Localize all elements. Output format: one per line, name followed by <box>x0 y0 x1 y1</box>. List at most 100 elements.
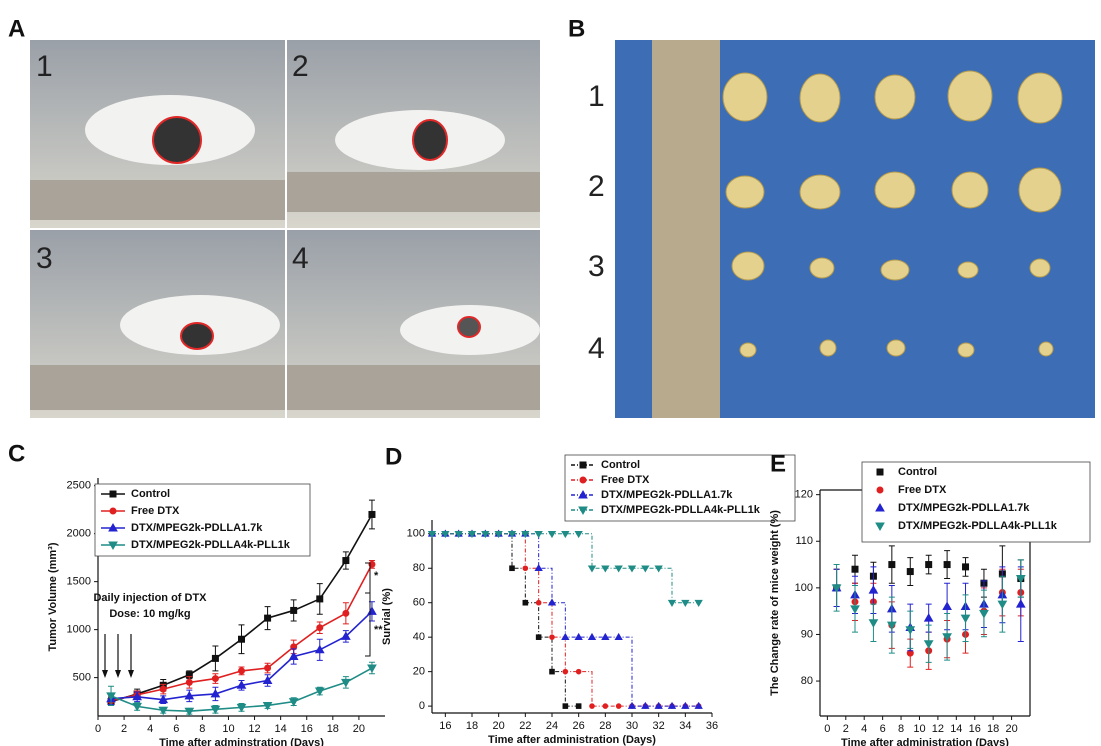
y-axis-title: The Change rate of mice weight (%) <box>769 510 781 696</box>
legend-label: DTX/MPEG2k-PDLLA1.7k <box>898 502 1030 514</box>
marker <box>925 641 933 648</box>
x-tick-label: 18 <box>987 723 999 735</box>
legend-marker <box>580 477 586 483</box>
page: A 1 2 3 4 B 1 2 3 4 C024 <box>0 0 1101 746</box>
x-axis-title: Time after administration (Days) <box>841 737 1009 746</box>
annotation: Daily injection of DTX <box>93 592 207 604</box>
x-tick-label: 34 <box>679 720 691 732</box>
marker <box>590 704 595 709</box>
marker <box>669 600 676 606</box>
y-tick-label: 80 <box>413 562 425 574</box>
legend-label: DTX/MPEG2k-PDLLA1.7k <box>131 522 263 534</box>
marker <box>317 625 323 631</box>
tumor-outline <box>153 117 201 163</box>
legend-label: Control <box>601 459 640 471</box>
x-tick-label: 18 <box>466 720 478 732</box>
marker <box>563 669 568 674</box>
marker <box>160 686 166 692</box>
legend-label: DTX/MPEG2k-PDLLA1.7k <box>601 489 733 501</box>
x-tick-label: 0 <box>824 723 830 735</box>
x-tick-label: 30 <box>626 720 638 732</box>
marker <box>963 564 969 570</box>
marker <box>852 566 858 572</box>
photo-label: 3 <box>588 250 605 283</box>
legend-label: DTX/MPEG2k-PDLLA4k-PLL1k <box>898 520 1058 532</box>
y-tick-label: 0 <box>419 700 425 712</box>
marker <box>576 669 581 674</box>
legend-label: Free DTX <box>131 505 180 517</box>
x-tick-label: 4 <box>861 723 867 735</box>
photo-label: 4 <box>588 332 605 365</box>
marker <box>317 596 323 602</box>
marker <box>980 610 988 617</box>
marker <box>536 635 541 640</box>
x-tick-label: 8 <box>199 723 205 735</box>
marker <box>523 566 528 571</box>
photo-label: 1 <box>36 50 53 83</box>
panel-label: A <box>8 15 25 42</box>
legend-label: DTX/MPEG2k-PDLLA4k-PLL1k <box>601 504 761 516</box>
marker <box>926 562 932 568</box>
x-tick-label: 10 <box>222 723 234 735</box>
x-tick-label: 20 <box>493 720 505 732</box>
y-tick-label: 20 <box>413 666 425 678</box>
marker <box>239 668 245 674</box>
y-tick-label: 120 <box>795 489 813 501</box>
x-tick-label: 36 <box>706 720 718 732</box>
x-tick-label: 10 <box>913 723 925 735</box>
marker <box>368 665 376 672</box>
marker <box>1017 600 1025 607</box>
y-tick-label: 110 <box>795 535 813 547</box>
tumor-outline <box>458 317 480 337</box>
legend-marker <box>110 508 116 514</box>
ruler <box>287 365 540 410</box>
marker <box>550 635 555 640</box>
y-tick-label: 2000 <box>67 528 91 540</box>
figure: A 1 2 3 4 B 1 2 3 4 C024 <box>0 0 1101 746</box>
x-tick-label: 24 <box>546 720 558 732</box>
y-tick-label: 2500 <box>67 480 91 492</box>
ruler <box>30 365 285 410</box>
legend-marker <box>580 462 586 468</box>
y-tick-label: 40 <box>413 631 425 643</box>
marker <box>851 606 859 613</box>
marker <box>510 566 515 571</box>
marker <box>589 566 596 572</box>
marker <box>368 607 376 614</box>
marker <box>343 610 349 616</box>
photo-label: 2 <box>588 170 605 203</box>
y-axis-title: Survial (%) <box>381 588 393 645</box>
x-tick-label: 16 <box>969 723 981 735</box>
legend-label: Control <box>898 466 937 478</box>
x-axis-title: Time after adminstration (Days) <box>159 737 324 746</box>
x-tick-label: 16 <box>439 720 451 732</box>
marker <box>265 665 271 671</box>
y-tick-label: 1000 <box>67 624 91 636</box>
x-tick-label: 14 <box>275 723 287 735</box>
annotation: Dose: 10 mg/kg <box>109 608 190 620</box>
marker <box>603 704 608 709</box>
marker <box>265 615 271 621</box>
y-tick-label: 90 <box>801 628 813 640</box>
legend-label: Free DTX <box>601 474 650 486</box>
photo-panel-a: A 1 2 3 4 <box>8 15 540 418</box>
y-axis-title: Tumor Volume (mm³) <box>47 542 59 651</box>
photo-panel-b: B 1 2 3 4 <box>568 15 1095 418</box>
marker <box>615 634 622 640</box>
legend-marker <box>877 469 883 475</box>
marker <box>576 704 581 709</box>
x-tick-label: 22 <box>519 720 531 732</box>
arrow-head <box>115 670 121 678</box>
x-axis-title: Time after administration (Days) <box>488 734 656 746</box>
legend-label: DTX/MPEG2k-PDLLA4k-PLL1k <box>131 539 291 551</box>
arrow-head <box>128 670 134 678</box>
panel-label: C <box>8 440 25 467</box>
marker <box>291 607 297 613</box>
photo-label: 3 <box>36 242 53 275</box>
marker <box>889 562 895 568</box>
x-tick-label: 6 <box>880 723 886 735</box>
marker <box>907 569 913 575</box>
x-tick-label: 0 <box>95 723 101 735</box>
ruler <box>287 172 540 212</box>
x-tick-label: 16 <box>301 723 313 735</box>
